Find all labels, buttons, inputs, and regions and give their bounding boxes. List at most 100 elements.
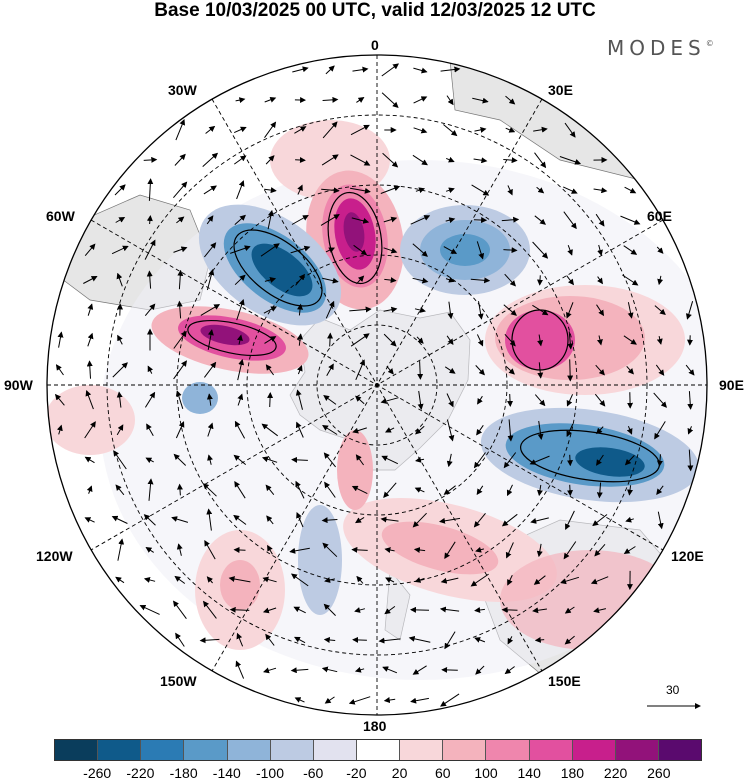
wind-vector-arrow <box>115 216 126 223</box>
wind-vector-arrow <box>597 244 603 256</box>
wind-vector-arrow <box>176 483 183 496</box>
wind-vector-arrow <box>565 510 575 531</box>
wind-vector-arrow <box>355 395 365 405</box>
wind-vector-arrow <box>267 209 274 230</box>
wind-vector-arrow <box>143 156 158 163</box>
wind-vector-arrow <box>473 512 486 528</box>
wind-vector-arrow <box>533 126 548 133</box>
wind-vector-arrow <box>173 360 187 380</box>
wind-vector-arrow <box>291 456 308 463</box>
wind-vector-arrow <box>476 241 485 260</box>
wind-vector-arrow <box>446 453 453 468</box>
wind-vector-arrow <box>445 187 455 194</box>
wind-vector-arrow <box>296 511 304 528</box>
anomaly-neg-south <box>298 505 342 615</box>
wind-vector-arrow <box>417 390 424 410</box>
wind-vector-arrow <box>350 124 370 136</box>
wind-vector-arrow <box>233 126 247 134</box>
wind-vector-arrow <box>380 516 399 523</box>
colorbar-tick-label: 220 <box>603 765 628 781</box>
wind-vector-arrow <box>290 573 309 587</box>
wind-vector-arrow <box>264 277 277 283</box>
wind-vector-arrow <box>264 187 277 194</box>
wind-vector-arrow <box>57 331 64 348</box>
wind-vector-arrow <box>626 365 634 375</box>
wind-vector-arrow <box>174 153 186 166</box>
wind-vector-arrow <box>207 422 214 437</box>
wind-vector-arrow <box>261 423 279 437</box>
wind-vector-arrow <box>234 274 246 286</box>
wind-vector-arrow <box>410 215 431 225</box>
wind-vector-arrow <box>654 305 666 316</box>
wind-vector-arrow <box>383 697 396 704</box>
wind-vector-arrow <box>566 302 574 319</box>
wind-vector-arrow <box>656 246 664 254</box>
label-150e: 150E <box>548 673 581 689</box>
colorbar-swatch <box>443 740 487 760</box>
wind-vector-arrow <box>623 546 636 555</box>
wind-vector-arrow <box>291 215 309 225</box>
wind-vector-arrow <box>381 455 399 465</box>
wind-vector-arrow <box>654 421 666 440</box>
colorbar-tick-label: -20 <box>346 765 367 781</box>
label-60w: 60W <box>46 208 75 224</box>
wind-vector-arrow <box>117 334 123 345</box>
wind-vector-arrow <box>84 517 95 523</box>
wind-vector-arrow <box>173 246 188 253</box>
wind-vector-arrow <box>507 419 514 442</box>
wind-vector-arrow <box>267 544 273 555</box>
wind-vector-arrow <box>176 543 183 556</box>
wind-vector-arrow <box>381 92 399 108</box>
colorbar-tick-label: 140 <box>517 765 541 781</box>
wind-vector-arrow <box>443 485 456 495</box>
wind-vector-arrow <box>414 307 426 313</box>
wind-vector-arrow <box>657 511 664 530</box>
wind-vector-arrow <box>656 485 664 495</box>
wind-vector-arrow <box>84 421 96 439</box>
wind-vector-arrow <box>440 693 460 707</box>
wind-vector-arrow <box>562 186 578 194</box>
wind-vector-arrow <box>235 97 246 104</box>
wind-vector-arrow <box>139 604 160 615</box>
colorbar-tick-label: 20 <box>391 765 408 781</box>
colorbar-swatch <box>356 740 401 760</box>
wind-vector-arrow <box>415 187 426 194</box>
wind-vector-arrow <box>439 606 460 613</box>
wind-vector-arrow <box>596 304 605 317</box>
label-30w: 30W <box>168 82 197 98</box>
wind-vector-arrow <box>147 478 154 501</box>
wind-vector-arrow <box>382 666 398 674</box>
wind-vector-arrow <box>564 122 576 138</box>
wind-vector-arrow <box>321 187 340 194</box>
wind-vector-arrow <box>85 389 94 410</box>
colorbar-tick-label: -60 <box>303 765 324 781</box>
wind-vector-arrow <box>206 269 215 291</box>
wind-vector-arrow <box>295 389 303 410</box>
wind-vector-arrow <box>57 424 63 435</box>
wind-vector-arrow <box>297 303 304 316</box>
wind-vector-arrow <box>567 454 574 467</box>
wind-vector-arrow <box>476 425 484 436</box>
wind-vector-arrow <box>386 365 394 375</box>
wind-vector-arrow <box>236 298 245 321</box>
wind-vector-arrow <box>173 330 187 349</box>
wind-vector-arrow <box>443 124 458 137</box>
wind-vector-arrow <box>529 455 550 465</box>
wind-vector-arrow <box>534 394 546 407</box>
wind-vector-arrow <box>596 335 603 346</box>
wind-vector-arrow <box>295 273 306 286</box>
colorbar-tick-label: 180 <box>560 765 585 781</box>
wind-vector-arrow <box>296 364 303 375</box>
wind-vector-arrow <box>323 636 336 643</box>
wind-vector-arrow <box>507 574 513 586</box>
wind-vector-arrow <box>567 331 574 350</box>
wind-vector-arrow <box>412 243 428 257</box>
wind-vector-arrow <box>354 607 366 613</box>
wind-vector-arrow <box>353 244 368 256</box>
wind-vector-arrow <box>116 272 123 287</box>
wind-vector-arrow <box>264 121 277 138</box>
wind-vector-arrow <box>290 245 311 254</box>
wind-vector-arrow <box>378 637 401 644</box>
wind-vector-arrow <box>501 606 518 613</box>
